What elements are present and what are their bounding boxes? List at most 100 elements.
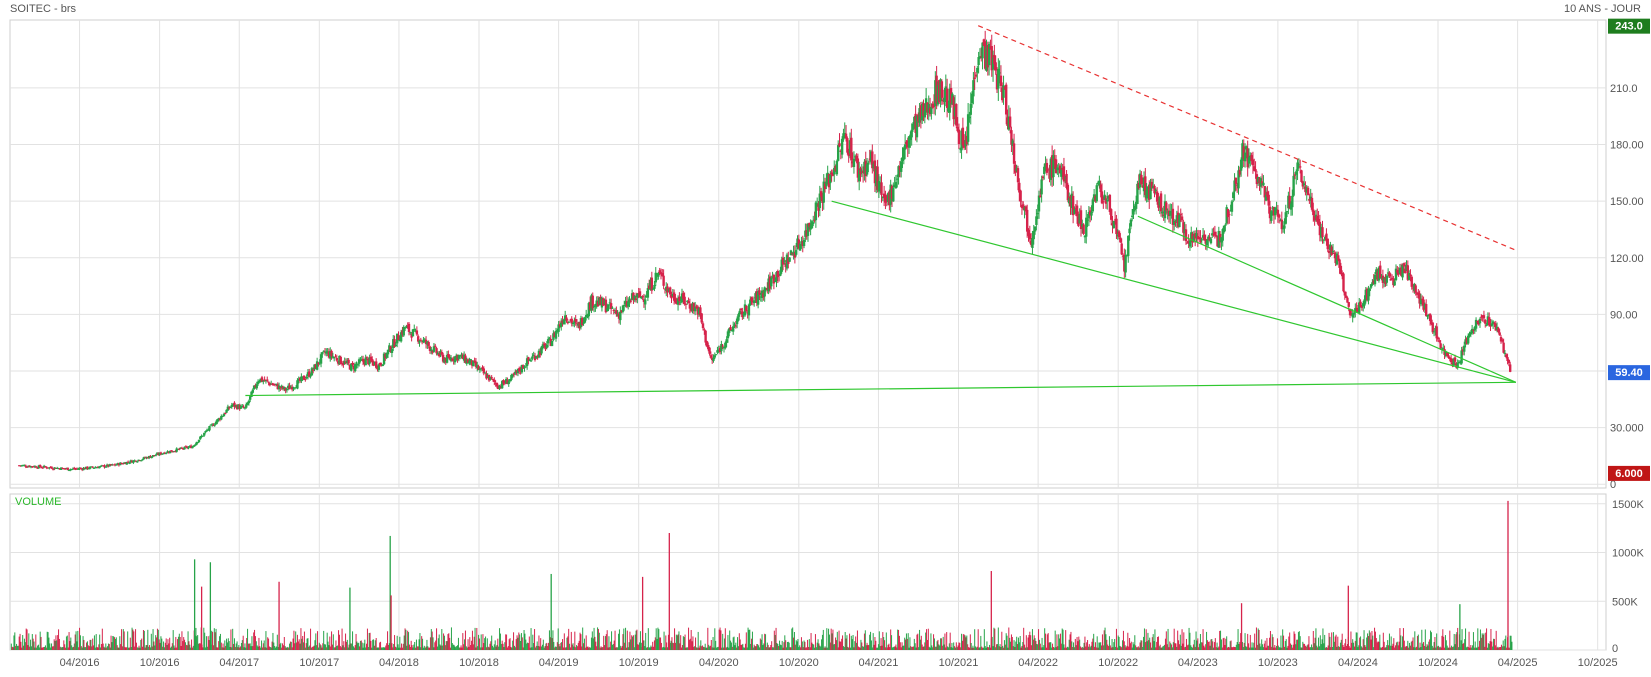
candle-body [1258,178,1261,184]
candle-body [890,186,894,199]
candle-body [1179,214,1182,216]
candle-body [31,466,34,468]
candle-body [1455,363,1458,368]
candle-body [280,385,283,388]
candle-body [415,330,419,335]
candle-body [1048,169,1051,179]
candle-body [951,93,954,105]
candle-body [898,165,902,171]
candle-body [1018,182,1021,193]
candle-body [1256,177,1260,182]
candle-body [478,368,482,370]
candle-body [149,456,152,458]
candle-body [327,351,331,358]
volume-y-tick-label: 0 [1612,643,1618,655]
candle-body [541,344,545,349]
candle-body [238,405,241,410]
candle-body [1344,295,1348,298]
candle-body [1279,220,1282,222]
candle-body [1379,265,1382,279]
candle-body [191,446,194,449]
candle-body [705,341,709,347]
candle-body [1255,174,1259,185]
candle-body [1001,87,1004,101]
candle-body [919,105,923,118]
candle-body [846,138,849,153]
candle-body [987,43,991,66]
candle-body [583,317,587,323]
candle-body [447,353,450,357]
candle-body [457,355,461,359]
candle-body [809,224,812,230]
candle-body [1461,349,1465,352]
candle-body [61,467,64,469]
candle-body [1091,199,1095,212]
price-y-tick-label: 0 [1610,479,1616,491]
candle-body [1394,268,1398,281]
candle-body [458,355,462,357]
candle-body [535,356,538,359]
candle-body [640,296,643,299]
candle-body [662,275,665,286]
candle-body [857,169,861,182]
candle-body [133,460,136,462]
candle-body [1368,288,1371,291]
candle-body [758,290,761,295]
candle-body [94,467,97,469]
candle-body [1226,209,1230,218]
price-badge-low [1608,465,1650,481]
candle-body [1507,360,1511,364]
candle-body [469,358,472,363]
candle-body [1002,85,1005,98]
candle-body [724,342,727,349]
candle-body [854,156,857,158]
x-tick-label: 10/2019 [619,657,659,669]
candle-body [1253,166,1256,171]
candle-body [725,339,728,343]
candle-body [1023,207,1026,211]
candle-body [1045,162,1049,173]
candle-body [997,68,1000,89]
candle-body [111,464,114,466]
candle-body [473,360,476,362]
candle-body [69,469,72,471]
candle-body [821,196,824,203]
candle-body [162,453,165,455]
candle-body [352,365,356,370]
candle-body [909,134,912,141]
candle-body [298,377,302,381]
candle-body [275,383,278,385]
candle-body [655,274,659,276]
candle-body [892,188,895,202]
candle-body [1213,231,1217,236]
candle-body [1249,155,1252,159]
candle-body [859,168,862,175]
candle-body [326,351,329,353]
candle-body [170,450,173,452]
candle-body [1493,323,1496,325]
candle-body [1214,235,1218,237]
candle-body [112,464,115,466]
candle-body [1342,273,1345,292]
candle-body [1116,234,1119,237]
candle-body [390,348,394,353]
candle-body [38,464,42,468]
candle-body [203,432,206,436]
candle-body [482,368,486,374]
candle-body [62,468,66,470]
candle-body [920,103,924,121]
candle-body [1508,364,1512,372]
x-tick-label: 04/2016 [60,657,100,669]
candle-body [653,284,656,289]
x-tick-label: 04/2018 [379,657,419,669]
candle-body [1251,159,1255,166]
candle-body [413,328,416,331]
candle-body [1367,289,1370,301]
candle-body [752,300,756,303]
candle-body [1230,201,1234,212]
candle-body [989,47,992,49]
candle-body [699,307,702,316]
candle-body [104,466,108,468]
candle-body [1326,238,1329,250]
candle-body [860,170,864,172]
